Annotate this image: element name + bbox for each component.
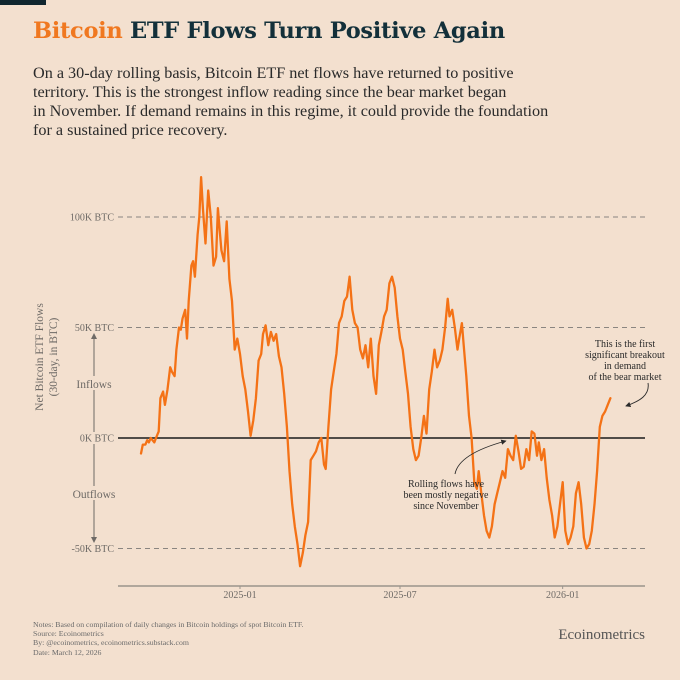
y-tick-labels: 100K BTC 50K BTC 0K BTC -50K BTC bbox=[70, 213, 115, 556]
subtitle-line: On a 30-day rolling basis, Bitcoin ETF n… bbox=[33, 64, 514, 82]
annotation-text-line: since November bbox=[413, 501, 479, 512]
date-line: Date: March 12, 2026 bbox=[33, 647, 102, 657]
annotation-arrow-icon bbox=[454, 439, 507, 475]
subtitle-line: territory. This is the strongest inflow … bbox=[33, 83, 507, 101]
y-tick-label: 100K BTC bbox=[70, 213, 115, 224]
y-axis-title: Net Bitcoin ETF Flows (30-day, in BTC) bbox=[34, 303, 60, 411]
x-tick-label: 2026-01 bbox=[546, 590, 579, 601]
annotation-text-line: in demand bbox=[604, 361, 646, 372]
x-tick-labels: 2025-01 2025-07 2026-01 bbox=[223, 586, 579, 601]
inflows-label: Inflows bbox=[76, 379, 112, 391]
subtitle-line: for a sustained price recovery. bbox=[33, 121, 228, 139]
x-tick-label: 2025-01 bbox=[223, 590, 256, 601]
annotation-text-line: This is the first bbox=[595, 339, 655, 350]
footer-notes: Notes: Based on compilation of daily cha… bbox=[33, 620, 304, 657]
outflows-label: Outflows bbox=[73, 489, 116, 501]
notes-line: Notes: Based on compilation of daily cha… bbox=[33, 620, 304, 629]
series-line-net-flows bbox=[139, 176, 612, 568]
y-tick-label: 0K BTC bbox=[80, 434, 115, 445]
gridlines bbox=[118, 216, 645, 549]
y-axis-title-line: Net Bitcoin ETF Flows bbox=[34, 303, 46, 411]
axes bbox=[118, 437, 645, 587]
title-accent: Bitcoin bbox=[33, 18, 123, 44]
source-line: Source: Ecoinometrics bbox=[33, 629, 104, 639]
subtitle-line: in November. If demand remains in this r… bbox=[33, 102, 549, 120]
annotation-text-line: of the bear market bbox=[588, 372, 661, 383]
outflow-label-bg bbox=[70, 486, 118, 500]
brand-logo-text: Ecoinometrics bbox=[558, 627, 645, 643]
byline: By: @ecoinometrics, ecoinometrics.substa… bbox=[33, 638, 189, 648]
y-axis-title-line: (30-day, in BTC) bbox=[48, 317, 60, 396]
chart-title: Bitcoin ETF Flows Turn Positive Again bbox=[33, 18, 505, 44]
flow-direction-indicator: Inflows Outflows bbox=[70, 333, 118, 543]
top-accent-bar bbox=[0, 0, 46, 5]
title-rest: ETF Flows Turn Positive Again bbox=[122, 18, 505, 44]
chart-subtitle: On a 30-day rolling basis, Bitcoin ETF n… bbox=[33, 64, 633, 140]
x-tick-label: 2025-07 bbox=[383, 590, 416, 601]
annotation-text-line: significant breakout bbox=[585, 350, 665, 361]
y-tick-label: 50K BTC bbox=[75, 323, 115, 334]
annotation-text-line: been mostly negative bbox=[404, 490, 490, 501]
inflow-label-bg bbox=[72, 376, 116, 390]
y-tick-label: -50K BTC bbox=[72, 544, 115, 555]
annotation-text-line: Rolling flows have bbox=[408, 479, 485, 490]
annotation-arrow-icon bbox=[625, 382, 649, 408]
